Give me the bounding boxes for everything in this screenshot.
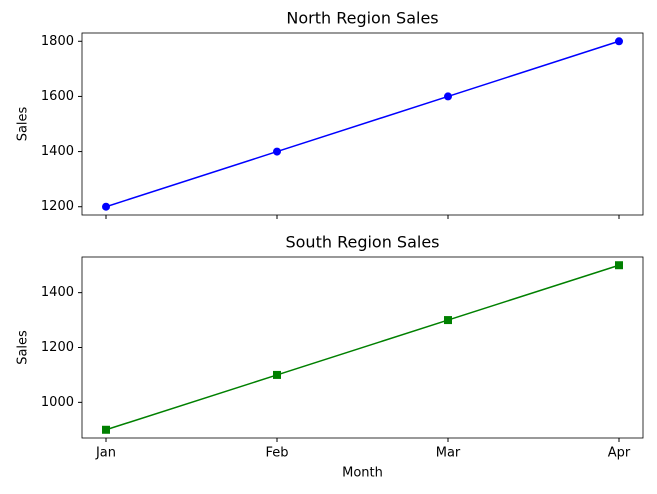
chart-title: North Region Sales (286, 9, 438, 28)
x-tick-label: Jan (95, 446, 116, 461)
y-tick-label: 1400 (41, 144, 74, 159)
x-tick-label: Apr (608, 446, 631, 461)
y-tick-label: 1200 (41, 340, 74, 355)
y-tick-label: 1200 (41, 199, 74, 214)
y-tick-label: 1000 (41, 395, 74, 410)
data-point (615, 37, 623, 46)
data-line (105, 40, 620, 208)
data-point (444, 316, 452, 325)
y-tick-label: 1600 (41, 89, 74, 104)
y-tick-label: 1400 (41, 285, 74, 300)
data-point (273, 370, 281, 379)
y-tick-label: 1800 (41, 34, 74, 49)
x-tick-label: Feb (265, 446, 288, 461)
data-point (102, 202, 110, 211)
data-point (615, 261, 623, 270)
chart-title: South Region Sales (285, 233, 439, 252)
plot-frame (81, 256, 644, 439)
x-axis-label: Month (342, 466, 383, 481)
y-axis-label: Sales (16, 330, 31, 365)
x-tick-label: Mar (436, 446, 461, 461)
y-axis-label: Sales (16, 106, 31, 141)
data-point (273, 147, 281, 156)
plot-frame (81, 32, 644, 216)
data-line (105, 264, 620, 431)
data-point (444, 92, 452, 101)
data-point (102, 425, 110, 434)
